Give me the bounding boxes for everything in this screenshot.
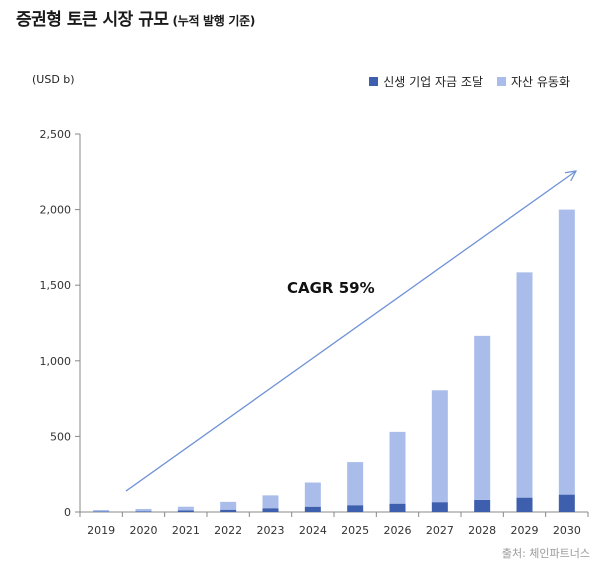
- chart-title: 증권형 토큰 시장 규모 (누적 발행 기준): [16, 12, 255, 29]
- x-tick-label: 2024: [299, 524, 327, 537]
- bar-asset-securitization-2030: [558, 209, 575, 495]
- bar-startup-funding-2025: [347, 505, 364, 512]
- bar-startup-funding-2028: [474, 499, 491, 512]
- x-tick-label: 2029: [511, 524, 539, 537]
- y-tick-label: 2,500: [40, 128, 72, 141]
- bar-startup-funding-2024: [304, 506, 321, 512]
- source-note: 출처: 체인파트너스: [501, 547, 590, 560]
- y-tick-label: 2,000: [40, 204, 72, 217]
- y-axis-unit-label: (USD b): [32, 73, 75, 86]
- legend-item-asset-securitization: 자산 유동화: [496, 73, 570, 90]
- bar-startup-funding-2026: [389, 503, 406, 512]
- chart-legend: 신생 기업 자금 조달 자산 유동화: [355, 73, 570, 90]
- bar-asset-securitization-2022: [220, 501, 237, 510]
- x-tick-label: 2022: [214, 524, 242, 537]
- bar-asset-securitization-2026: [389, 431, 406, 504]
- y-tick-label: 1,500: [40, 279, 72, 292]
- bar-asset-securitization-2019: [93, 510, 110, 512]
- bar-asset-securitization-2028: [474, 335, 491, 500]
- y-tick-label: 0: [64, 506, 71, 519]
- bar-asset-securitization-2024: [304, 482, 321, 507]
- x-tick-label: 2028: [468, 524, 496, 537]
- y-axis: 0 500 1,000 1,500 2,000 2,500: [40, 128, 81, 519]
- chart-title-main: 증권형 토큰 시장 규모: [16, 10, 169, 30]
- x-tick-label: 2023: [257, 524, 285, 537]
- bar-startup-funding-2027: [431, 502, 448, 512]
- y-tick-label: 1,000: [40, 355, 72, 368]
- bar-asset-securitization-2025: [347, 462, 364, 506]
- x-tick-label: 2026: [384, 524, 412, 537]
- bar-startup-funding-2020: [135, 511, 152, 512]
- y-tick-label: 500: [50, 430, 71, 443]
- cagr-annotation: CAGR 59%: [287, 279, 375, 297]
- cagr-trend-arrow: [125, 171, 576, 492]
- legend-label-asset-securitization: 자산 유동화: [510, 75, 570, 89]
- x-tick-label: 2027: [426, 524, 454, 537]
- bar-startup-funding-2023: [262, 508, 279, 512]
- x-tick-label: 2019: [87, 524, 115, 537]
- chart-subtitle: (누적 발행 기준): [172, 14, 256, 28]
- bar-asset-securitization-2029: [516, 272, 533, 498]
- x-axis: 2019 2020 2021 2022 2023 2024 2025 2026 2027 2028…: [79, 511, 589, 537]
- bar-startup-funding-2022: [220, 509, 237, 512]
- x-tick-label: 2020: [130, 524, 158, 537]
- bars: [93, 209, 575, 512]
- bar-startup-funding-2030: [558, 494, 575, 512]
- x-tick-label: 2021: [172, 524, 200, 537]
- bar-startup-funding-2021: [177, 510, 194, 512]
- x-tick-label: 2025: [341, 524, 369, 537]
- bar-asset-securitization-2021: [177, 506, 194, 511]
- legend-item-startup-funding: 신생 기업 자금 조달: [369, 73, 483, 90]
- bar-asset-securitization-2027: [431, 390, 448, 503]
- legend-swatch-startup-funding: [369, 77, 379, 86]
- x-tick-label: 2030: [553, 524, 581, 537]
- bar-startup-funding-2029: [516, 497, 533, 512]
- bar-asset-securitization-2023: [262, 495, 279, 509]
- legend-swatch-asset-securitization: [496, 77, 506, 86]
- legend-label-startup-funding: 신생 기업 자금 조달: [383, 75, 483, 89]
- bar-asset-securitization-2020: [135, 508, 152, 512]
